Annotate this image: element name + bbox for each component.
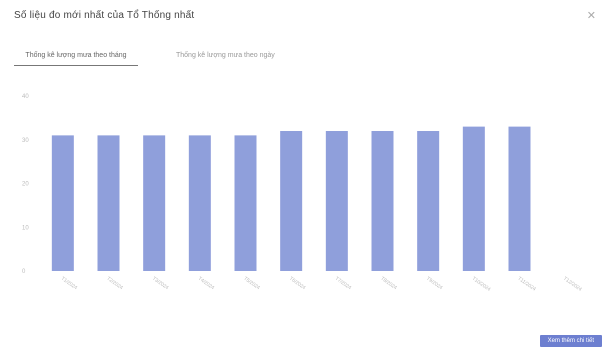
bar[interactable]: [462, 126, 485, 271]
bar[interactable]: [97, 135, 120, 271]
bar[interactable]: [51, 135, 74, 271]
tab-daily[interactable]: Thống kê lượng mưa theo ngày: [176, 52, 275, 59]
x-tick-label: T5/2024: [242, 276, 261, 292]
x-tick-label: T9/2024: [425, 276, 444, 292]
x-tick-label: T2/2024: [105, 276, 124, 292]
y-tick-label: 0: [22, 269, 26, 275]
x-tick-label: T12/2024: [562, 276, 583, 293]
y-tick-label: 30: [22, 138, 29, 144]
x-tick-label: T4/2024: [197, 276, 216, 292]
bar[interactable]: [188, 135, 211, 271]
x-axis: T1/2024 T2/2024 T3/2024 T4/2024 T5/2024 T6/20…: [60, 276, 583, 293]
y-axis: 0 10 20 30 40: [22, 94, 29, 275]
bar[interactable]: [508, 126, 531, 271]
bar[interactable]: [234, 135, 257, 271]
bar[interactable]: [371, 131, 394, 271]
dialog-title: Số liệu đo mới nhất của Tổ Thống nhất: [14, 10, 195, 21]
x-tick-label: T1/2024: [60, 276, 79, 292]
x-tick-label: T10/2024: [471, 276, 492, 293]
x-tick-label: T7/2024: [334, 276, 353, 292]
y-tick-label: 40: [22, 94, 29, 100]
bar[interactable]: [143, 135, 166, 271]
tab-monthly[interactable]: Thống kê lượng mưa theo tháng: [14, 52, 138, 66]
x-tick-label: T3/2024: [151, 276, 170, 292]
x-tick-label: T8/2024: [379, 276, 398, 292]
y-tick-label: 10: [22, 225, 29, 231]
x-tick-label: T6/2024: [288, 276, 307, 292]
x-tick-label: T11/2024: [516, 276, 537, 293]
view-more-button[interactable]: Xem thêm chi tiết: [539, 335, 602, 347]
bar[interactable]: [280, 131, 303, 271]
tab-bar: Thống kê lượng mưa theo tháng Thống kê l…: [14, 52, 314, 74]
close-icon[interactable]: ✕: [586, 10, 596, 22]
y-tick-label: 20: [22, 182, 29, 188]
bar[interactable]: [417, 131, 440, 271]
bar-series: [51, 126, 531, 271]
bar[interactable]: [325, 131, 348, 271]
